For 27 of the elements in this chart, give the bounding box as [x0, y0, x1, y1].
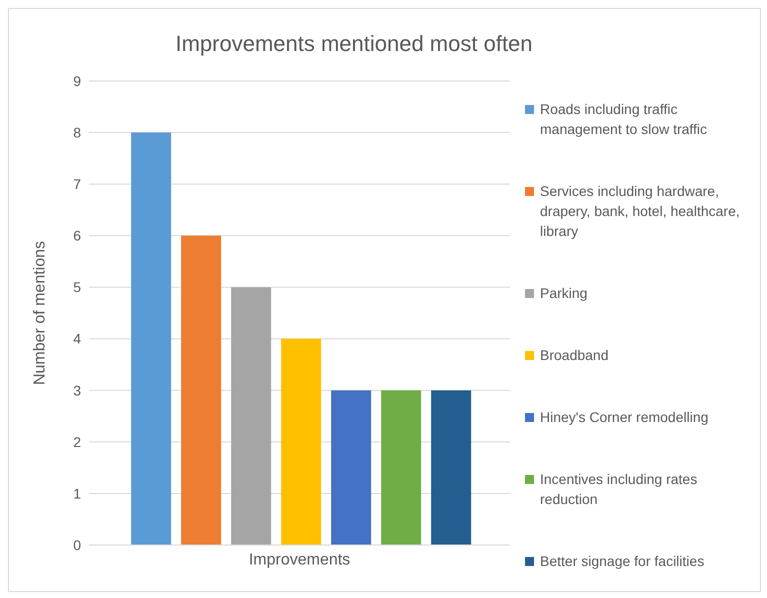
y-tick-label: 4 — [73, 330, 82, 347]
x-tick-label: Improvements — [248, 551, 350, 568]
legend-label: Incentives including rates reduction — [540, 470, 698, 509]
bar — [181, 236, 222, 545]
legend-label: Broadband — [540, 346, 609, 365]
legend-label: Hiney's Corner remodelling — [540, 408, 708, 427]
y-tick-label: 7 — [73, 176, 82, 192]
y-tick-label: 6 — [73, 228, 82, 244]
y-tick-label: 3 — [73, 382, 82, 398]
bar — [131, 132, 172, 545]
bar — [381, 390, 422, 545]
legend-label: Parking — [540, 284, 588, 303]
y-axis-title: Number of mentions — [32, 240, 49, 386]
chart-title: Improvements mentioned most often — [174, 31, 534, 57]
y-tick-label: 9 — [73, 72, 82, 89]
bar — [281, 338, 322, 545]
legend-label: Services including hardware, drapery, bank, hotel, healthcare, library — [540, 182, 740, 241]
y-tick-label: 5 — [73, 279, 82, 296]
legend-label: Roads including traffic management to slow traffic — [540, 100, 708, 139]
bar — [231, 287, 272, 545]
y-tick-label: 8 — [73, 124, 82, 141]
y-tick-label: 2 — [73, 434, 82, 450]
y-tick-label: 0 — [73, 536, 82, 553]
y-tick-label: 1 — [73, 485, 82, 502]
legend-label: Better signage for facilities — [540, 552, 704, 571]
bar — [431, 390, 472, 545]
bar — [331, 390, 372, 545]
